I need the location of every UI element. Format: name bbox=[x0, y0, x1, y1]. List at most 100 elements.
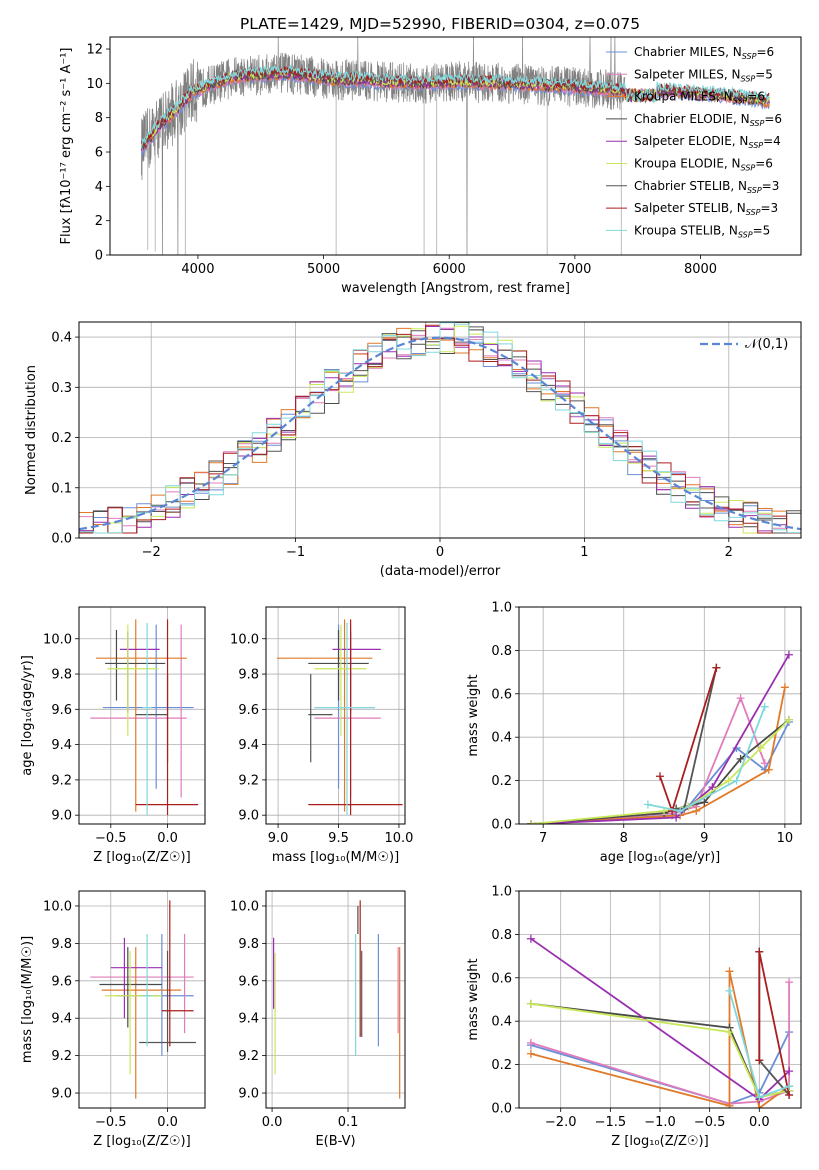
x-tick-label-3: 10 bbox=[777, 831, 794, 846]
y-tick-label-1: 9.2 bbox=[51, 1049, 72, 1064]
weight-line-0 bbox=[530, 1031, 790, 1105]
weight-point-8-1 bbox=[676, 806, 685, 815]
y-axis-label: age [log₁₀(age/yr)] bbox=[20, 655, 35, 776]
x-tick-label-1: 5000 bbox=[307, 262, 340, 277]
normal-curve bbox=[79, 336, 801, 531]
observed-spectrum bbox=[141, 37, 626, 255]
y-tick-label-0: 0.0 bbox=[491, 1102, 512, 1117]
x-tick-label-2: 9 bbox=[700, 831, 708, 846]
weight-point-8-3 bbox=[760, 702, 769, 711]
axes-frame bbox=[78, 606, 206, 825]
y-tick-label-2: 0.4 bbox=[491, 731, 512, 746]
weight-point-3-4 bbox=[736, 754, 745, 763]
y-tick-label-5: 10.0 bbox=[230, 899, 259, 914]
legend-entry-1: Salpeter MILES, NSSP=5 bbox=[634, 67, 773, 83]
x-tick-label-3: 1 bbox=[580, 545, 588, 560]
weight-point-7-2 bbox=[785, 1090, 794, 1099]
y-tick-label-2: 0.4 bbox=[491, 1015, 512, 1030]
weight-line-5 bbox=[530, 1002, 790, 1099]
weight-point-2-2 bbox=[692, 806, 701, 815]
y-tick-label-3: 9.6 bbox=[238, 974, 259, 989]
y-tick-label-5: 1.0 bbox=[491, 601, 512, 616]
x-tick-label-1: 0.0 bbox=[157, 1115, 178, 1130]
legend-entry-6: Chabrier STELIB, NSSP=3 bbox=[634, 179, 779, 195]
y-tick-label-2: 9.4 bbox=[51, 1012, 72, 1027]
weight-point-8-1 bbox=[755, 1093, 764, 1102]
y-tick-label-0: 9.0 bbox=[51, 1087, 72, 1102]
weight-point-4-0 bbox=[526, 934, 535, 943]
y-tick-label-3: 0.6 bbox=[491, 971, 512, 986]
axes-frame bbox=[109, 36, 802, 256]
axes-frame bbox=[265, 606, 406, 825]
legend-entry-0: Chabrier MILES, NSSP=6 bbox=[634, 45, 774, 61]
weight-point-7-2 bbox=[712, 663, 721, 672]
y-tick-label-3: 9.6 bbox=[51, 703, 72, 718]
x-tick-label-1: 0.0 bbox=[157, 831, 178, 846]
axes-age-vs-mass: 9.0 9.5 10.0 9.0 9.2 9.4 9.6 9.8 10.0 mass [log₁₀… bbox=[230, 606, 413, 865]
y-tick-label-0: 9.0 bbox=[51, 809, 72, 824]
legend-entry-7: Salpeter STELIB, NSSP=3 bbox=[634, 201, 778, 217]
y-axis-label: Normed distribution bbox=[24, 365, 39, 495]
legend-entry-4: Salpeter ELODIE, NSSP=4 bbox=[634, 134, 781, 150]
weight-point-2-2 bbox=[725, 967, 734, 976]
axes-age-vs-Z: −0.5 0.0 9.0 9.2 9.4 9.6 9.8 10.0 Z [log₁₀(Z/Z☉)… bbox=[20, 606, 206, 865]
y-tick-label-2: 0.2 bbox=[51, 431, 72, 446]
x-tick-label-3: 7000 bbox=[558, 262, 591, 277]
x-tick-label-1: 8 bbox=[620, 831, 628, 846]
y-tick-label-3: 0.6 bbox=[491, 687, 512, 702]
y-tick-label-0: 9.0 bbox=[238, 1087, 259, 1102]
x-tick-label-4: 8000 bbox=[684, 262, 717, 277]
y-tick-label-5: 10.0 bbox=[43, 632, 72, 647]
x-axis-label: Z [log₁₀(Z/Z☉)] bbox=[93, 1134, 190, 1149]
y-tick-label-3: 9.6 bbox=[51, 974, 72, 989]
y-tick-label-1: 9.2 bbox=[51, 773, 72, 788]
x-tick-label-2: −1.0 bbox=[644, 1115, 676, 1130]
y-tick-label-2: 9.4 bbox=[238, 738, 259, 753]
plot-area-spectrum bbox=[140, 37, 770, 255]
weight-point-8-0 bbox=[725, 986, 734, 995]
y-tick-label-5: 1.0 bbox=[491, 885, 512, 900]
weight-point-8-0 bbox=[643, 800, 652, 809]
x-tick-label-1: −1 bbox=[286, 545, 305, 560]
plot-area-age-vs-mass bbox=[276, 619, 403, 816]
legend-entry-8: Kroupa STELIB, NSSP=5 bbox=[634, 223, 770, 239]
y-tick-label-4: 9.8 bbox=[51, 937, 72, 952]
x-axis-label: Z [log₁₀(Z/Z☉)] bbox=[93, 850, 190, 865]
weight-line-5 bbox=[531, 719, 790, 824]
x-tick-label-0: −0.5 bbox=[95, 831, 127, 846]
y-tick-label-2: 9.4 bbox=[51, 738, 72, 753]
weight-line-3 bbox=[531, 719, 790, 824]
x-axis-label: E(B-V) bbox=[315, 1134, 355, 1149]
y-tick-label-3: 9.6 bbox=[238, 703, 259, 718]
legend-entry-2: Kroupa MILES, NSSP=6 bbox=[634, 90, 765, 106]
y-tick-label-1: 0.1 bbox=[51, 481, 72, 496]
y-tick-label-4: 0.8 bbox=[491, 644, 512, 659]
weight-point-7-1 bbox=[668, 806, 677, 815]
y-tick-label-0: 0 bbox=[95, 249, 103, 264]
plot-area-weight-vs-age bbox=[527, 650, 793, 824]
weight-point-4-2 bbox=[708, 783, 717, 792]
y-axis-label: mass weight bbox=[466, 674, 481, 756]
weight-point-2-0 bbox=[526, 1049, 535, 1058]
y-tick-label-1: 2 bbox=[95, 214, 103, 229]
y-tick-label-4: 0.4 bbox=[51, 331, 72, 346]
axes-mass-vs-ebv: 0.0 0.1 9.0 9.2 9.4 9.6 9.8 10.0 E(B-V) bbox=[230, 890, 406, 1149]
axes-weight-vs-age: 7 8 9 10 0.0 0.2 0.4 0.6 0.8 1.0 age [log₁₀(age/yr… bbox=[466, 601, 802, 865]
axes-spectrum: 4000 5000 6000 7000 8000 0 2 4 6 8 10 12 wavelength … bbox=[59, 36, 802, 296]
y-tick-label-5: 10 bbox=[86, 77, 103, 92]
weight-point-5-3 bbox=[724, 776, 733, 785]
model-spectrum-8 bbox=[140, 64, 770, 149]
figure-title: PLATE=1429, MJD=52990, FIBERID=0304, z=0… bbox=[240, 15, 640, 33]
x-tick-label-0: −0.5 bbox=[95, 1115, 127, 1130]
legend-entry-3: Chabrier ELODIE, NSSP=6 bbox=[634, 112, 782, 128]
legend-entry-normal: 𝒩(0,1) bbox=[745, 337, 788, 352]
x-tick-label-4: 0.0 bbox=[749, 1115, 770, 1130]
x-tick-label-1: 0.1 bbox=[338, 1115, 359, 1130]
y-tick-label-5: 10.0 bbox=[230, 632, 259, 647]
weight-point-2-1 bbox=[725, 1101, 734, 1108]
axes-weight-vs-Z: −2.0 −1.5 −1.0 −0.5 0.0 0.0 0.2 0.4 0.6 0.8 1.0 Z [… bbox=[466, 885, 802, 1149]
weight-point-5-0 bbox=[526, 999, 535, 1008]
weight-point-5-1 bbox=[725, 1028, 734, 1037]
x-tick-label-2: 0 bbox=[436, 545, 444, 560]
